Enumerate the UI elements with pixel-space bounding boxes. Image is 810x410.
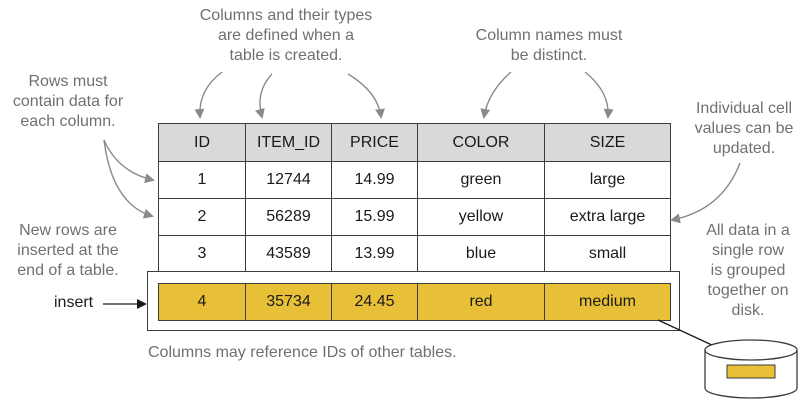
cell-price: 14.99: [331, 161, 418, 199]
cell-id: 2: [158, 198, 246, 236]
disk-icon: [704, 339, 798, 399]
cell-color: blue: [417, 235, 545, 273]
new-row-table: 4 35734 24.45 red medium: [158, 283, 671, 321]
new-table-row: 4 35734 24.45 red medium: [158, 283, 671, 321]
arrow-to-itemid-header: [255, 73, 273, 119]
new-cell-size: medium: [544, 283, 671, 321]
note-new-rows: New rows are inserted at the end of a ta…: [17, 222, 119, 279]
new-cell-id: 4: [158, 283, 246, 321]
table-row: 3 43589 13.99 blue small: [158, 235, 671, 273]
new-cell-item-id: 35734: [245, 283, 332, 321]
arrow-to-color-header: [480, 71, 512, 119]
header-size: SIZE: [544, 123, 671, 162]
header-item-id: ITEM_ID: [245, 123, 332, 162]
arrow-to-price-header: [347, 73, 386, 119]
cell-price: 13.99: [331, 235, 418, 273]
cell-size: large: [544, 161, 671, 199]
new-cell-color: red: [417, 283, 545, 321]
header-id: ID: [158, 123, 246, 162]
note-rows-must: Rows must contain data for each column.: [12, 73, 124, 130]
arrow-to-cell: [670, 162, 741, 224]
new-cell-price: 24.45: [331, 283, 418, 321]
cell-price: 15.99: [331, 198, 418, 236]
table-row: 1 12744 14.99 green large: [158, 161, 671, 199]
header-price: PRICE: [331, 123, 418, 162]
note-columns-types: Columns and their types are defined when…: [199, 7, 373, 64]
arrow-to-row-2: [103, 139, 154, 219]
note-cell-values: Individual cell values can be updated.: [694, 100, 794, 157]
note-all-data: All data in a single row is grouped toge…: [706, 222, 790, 319]
arrow-to-row-1: [103, 139, 155, 184]
row-to-disk-line: [657, 319, 715, 347]
insert-label: insert: [54, 294, 94, 311]
note-column-names: Column names must be distinct.: [475, 27, 623, 64]
cell-color: green: [417, 161, 545, 199]
table-row: 2 56289 15.99 yellow extra large: [158, 198, 671, 236]
arrow-to-id-header: [194, 71, 223, 119]
arrow-to-size-header: [584, 71, 614, 119]
cell-color: yellow: [417, 198, 545, 236]
note-references: Columns may reference IDs of other table…: [148, 344, 457, 361]
data-table: ID ITEM_ID PRICE COLOR SIZE 1 12744 14.9…: [158, 123, 671, 273]
disk-row-block: [726, 364, 776, 379]
cell-item-id: 56289: [245, 198, 332, 236]
